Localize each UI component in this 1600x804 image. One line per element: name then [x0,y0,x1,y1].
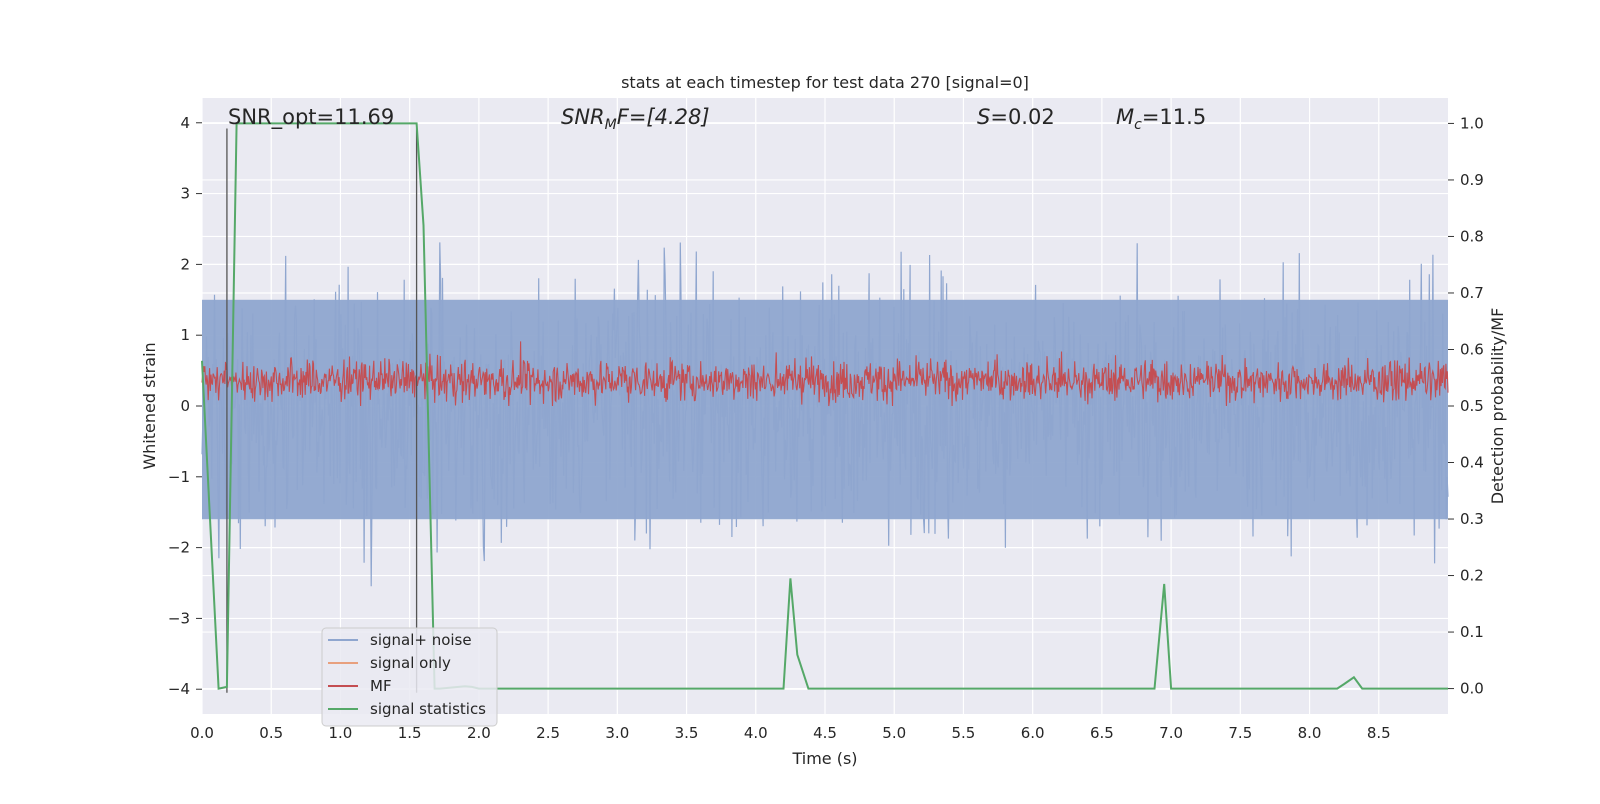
x-tick-label: 0.0 [190,724,214,742]
y2-tick-label: 0.4 [1460,454,1484,472]
mf-series [201,341,1449,407]
mc-base: M [1116,105,1134,129]
x-tick-label: 7.5 [1228,724,1252,742]
x-tick-label: 6.5 [1090,724,1114,742]
annotation-snr-mf: SNRMF=[4.28] [561,105,710,133]
snr-mf-rest: F=[4.28] [617,105,710,129]
mf-line [201,341,1449,407]
legend-box [321,627,498,727]
y2-tick-label: 0.3 [1460,510,1484,528]
vertical-markers [226,128,418,693]
x-tick-label: 3.0 [605,724,629,742]
y-tick-label: −2 [168,539,190,557]
x-tick-label: 5.0 [882,724,906,742]
legend-label-signal-only: signal only [370,654,451,672]
x-tick-label: 2.0 [467,724,491,742]
annotation-mc: Mc=11.5 [1116,105,1206,133]
s-base: S [977,105,990,129]
y-tick-label: −3 [168,609,190,627]
snr-mf-base: SNR [561,105,605,129]
y-tick-label: 4 [180,114,190,132]
y2-tick-label: 0.0 [1460,680,1484,698]
x-tick-label: 2.5 [536,724,560,742]
y-tick-label: 2 [180,255,190,273]
legend-label-signal-statistics: signal statistics [370,700,486,718]
y2-tick-label: 0.2 [1460,567,1484,585]
x-tick-label: 6.0 [1021,724,1045,742]
annotation-snr-opt: SNR_opt=11.69 [228,105,394,130]
y2-tick-label: 0.1 [1460,623,1484,641]
s-rest: =0.02 [990,105,1054,129]
legend: signal+ noise signal only MF signal stat… [321,627,498,727]
signal-noise-line [201,242,1449,587]
x-tick-label: 8.0 [1298,724,1322,742]
signal-statistics-series [201,122,1448,690]
signal-noise-series [201,242,1449,587]
y2-tick-label: 0.6 [1460,340,1484,358]
axes: 0.0 0.5 1.0 1.5 2.0 2.5 3.0 3.5 4.0 4.5 5.0 5.5 6.0 6… [168,114,1484,742]
legend-label-signal-noise: signal+ noise [370,631,472,649]
x-axis-label: Time (s) [791,749,857,768]
x-tick-label: 4.0 [744,724,768,742]
y-tick-label: −1 [168,468,190,486]
y2-tick-label: 0.9 [1460,171,1484,189]
y2-tick-label: 0.7 [1460,284,1484,302]
y-tick-label: 1 [180,326,190,344]
x-tick-label: 8.5 [1367,724,1391,742]
y2-axis-label: Detection probability/MF [1488,308,1507,505]
mc-rest: =11.5 [1142,105,1206,129]
x-tick-label: 1.0 [329,724,353,742]
y2-tick-label: 0.5 [1460,397,1484,415]
legend-label-mf: MF [370,677,392,695]
signal-statistics-line [201,122,1448,690]
y2-tick-label: 0.8 [1460,227,1484,245]
annotation-s-value: S=0.02 [977,105,1055,129]
snr-mf-sub: M [605,117,617,133]
y-tick-label: 0 [180,397,190,415]
x-tick-label: 5.5 [952,724,976,742]
mc-sub: c [1134,117,1142,133]
x-tick-label: 7.0 [1159,724,1183,742]
y2-tick-label: 1.0 [1460,114,1484,132]
y-tick-label: 3 [180,185,190,203]
x-tick-label: 0.5 [259,724,283,742]
x-tick-label: 1.5 [398,724,422,742]
y-axis-label: Whitened strain [140,342,159,469]
y-tick-label: −4 [168,680,190,698]
x-tick-label: 3.5 [675,724,699,742]
chart-title: stats at each timestep for test data 270… [621,73,1029,92]
x-tick-label: 4.5 [813,724,837,742]
